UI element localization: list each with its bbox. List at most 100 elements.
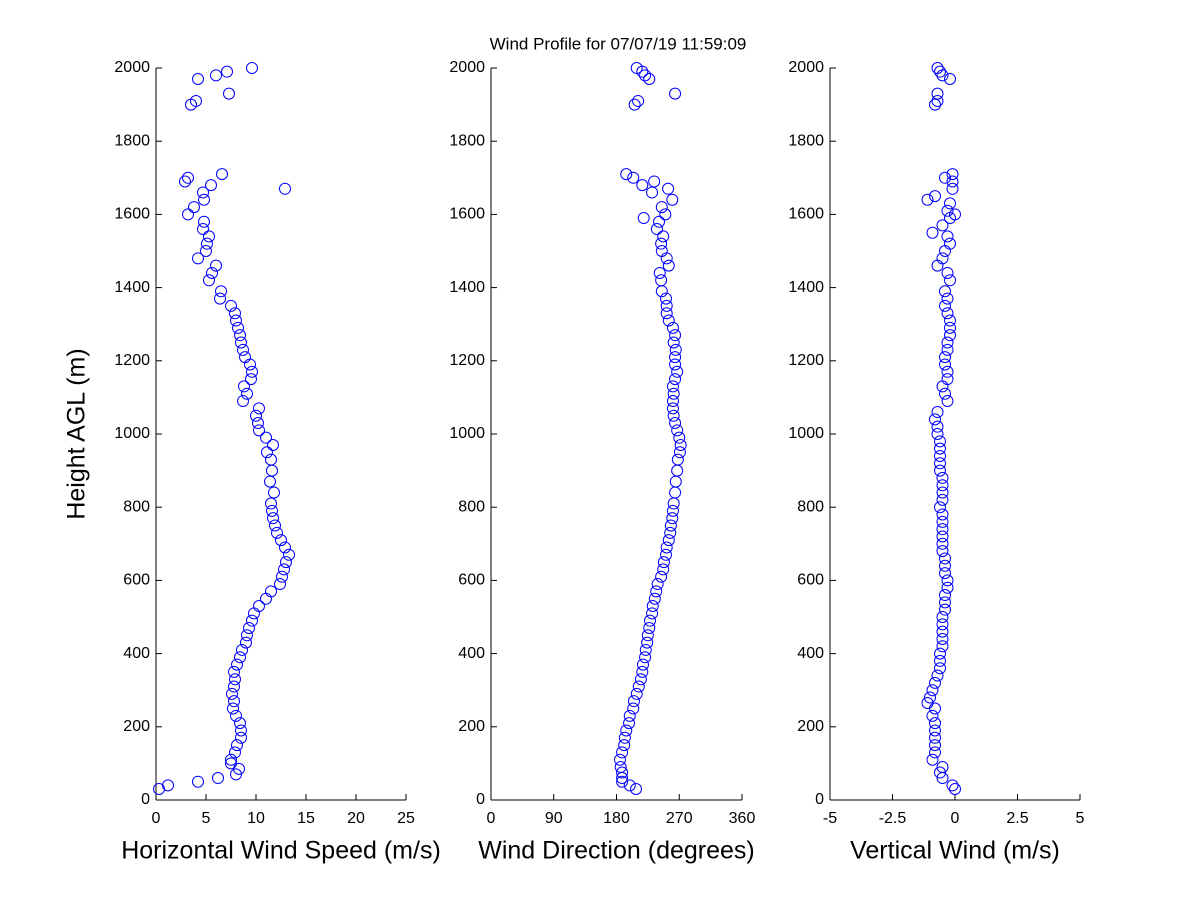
- data-point: [941, 395, 954, 408]
- data-point: [931, 420, 944, 433]
- y-tick-label: 800: [123, 498, 150, 515]
- y-tick-label: 0: [476, 791, 485, 808]
- data-point: [941, 292, 954, 305]
- data-point: [616, 775, 629, 788]
- data-point: [250, 409, 262, 422]
- data-point: [657, 563, 670, 576]
- data-point: [265, 497, 277, 510]
- data-point: [636, 179, 649, 192]
- data-point: [639, 69, 652, 82]
- data-point: [662, 314, 675, 327]
- data-point: [239, 351, 251, 364]
- data-point: [179, 175, 191, 188]
- data-point: [673, 431, 686, 444]
- data-point: [667, 387, 680, 400]
- data-point: [934, 647, 946, 660]
- data-point: [198, 193, 210, 206]
- data-point: [276, 570, 288, 583]
- y-tick-label: 600: [458, 572, 485, 589]
- data-point: [283, 548, 295, 561]
- data-point: [659, 208, 672, 221]
- data-point: [650, 585, 663, 598]
- data-point: [240, 636, 252, 649]
- data-point: [946, 168, 959, 181]
- y-tick-label: 200: [797, 718, 824, 735]
- data-point: [268, 486, 280, 499]
- x-tick-label: -2.5: [879, 810, 907, 827]
- data-point: [200, 245, 212, 257]
- data-point: [931, 406, 944, 419]
- data-point: [190, 94, 202, 107]
- data-point: [941, 230, 954, 243]
- data-point: [229, 673, 241, 686]
- data-point: [236, 643, 248, 656]
- data-point: [648, 592, 661, 605]
- data-point: [620, 724, 633, 737]
- figure-title: Wind Profile for 07/07/19 11:59:09: [490, 34, 747, 53]
- y-tick-label: 800: [458, 498, 485, 515]
- data-point: [941, 307, 954, 320]
- data-point: [241, 629, 253, 642]
- data-point: [182, 171, 194, 184]
- data-point: [646, 600, 659, 613]
- data-point: [939, 358, 951, 371]
- data-point: [210, 69, 222, 82]
- data-point: [939, 299, 951, 312]
- data-point: [941, 574, 954, 587]
- data-point: [639, 651, 652, 664]
- y-tick-label: 1200: [114, 352, 150, 369]
- y-tick-label: 200: [458, 718, 485, 735]
- data-point: [228, 695, 240, 708]
- data-point: [931, 62, 944, 74]
- data-point: [613, 753, 626, 766]
- data-point: [280, 556, 292, 569]
- x-tick-label: 10: [247, 810, 265, 827]
- y-tick-label: 1400: [449, 279, 485, 296]
- data-point: [234, 651, 246, 664]
- data-point: [253, 424, 265, 437]
- data-point: [934, 449, 946, 462]
- data-point: [267, 438, 279, 451]
- data-point: [944, 197, 956, 210]
- data-point: [939, 559, 951, 572]
- data-point: [182, 208, 194, 221]
- data-point: [623, 709, 636, 722]
- data-point: [237, 395, 249, 408]
- data-point: [229, 307, 241, 320]
- data-point: [934, 766, 946, 779]
- data-point: [279, 541, 291, 554]
- data-point: [929, 717, 941, 730]
- data-point: [651, 578, 664, 591]
- y-tick-label: 1600: [788, 206, 824, 223]
- data-point: [203, 230, 215, 243]
- data-point: [931, 428, 944, 440]
- y-tick-label: 1800: [114, 132, 150, 149]
- data-point: [628, 98, 641, 111]
- data-point: [662, 534, 675, 547]
- data-point: [231, 658, 243, 671]
- data-point: [235, 336, 247, 349]
- data-point: [939, 171, 951, 184]
- data-point: [636, 658, 649, 671]
- data-point: [936, 545, 949, 558]
- data-point: [632, 94, 645, 107]
- data-point: [616, 746, 629, 759]
- data-point: [655, 570, 668, 583]
- data-point: [266, 504, 278, 517]
- data-point: [936, 479, 949, 492]
- data-point: [636, 665, 649, 678]
- y-axis-label: Height AGL (m): [63, 348, 91, 519]
- data-point: [641, 629, 654, 642]
- data-point: [630, 687, 643, 700]
- data-point: [660, 548, 673, 561]
- data-point: [660, 541, 673, 554]
- data-point: [637, 212, 650, 225]
- x-axis-label: Horizontal Wind Speed (m/s): [121, 837, 441, 865]
- data-point: [252, 417, 264, 430]
- data-point: [223, 87, 235, 100]
- data-point: [666, 512, 679, 525]
- data-point: [936, 471, 949, 484]
- data-point: [669, 343, 682, 356]
- y-tick-label: 2000: [449, 59, 485, 76]
